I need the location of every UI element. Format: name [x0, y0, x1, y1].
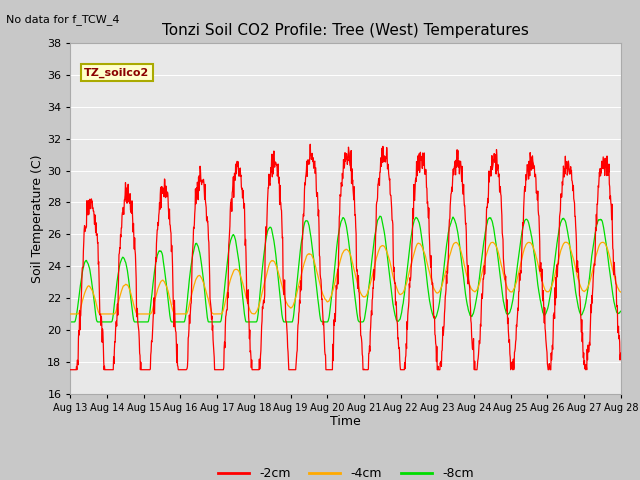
Legend: -2cm, -4cm, -8cm: -2cm, -4cm, -8cm — [212, 462, 479, 480]
X-axis label: Time: Time — [330, 415, 361, 429]
Text: No data for f_TCW_4: No data for f_TCW_4 — [6, 14, 120, 25]
Y-axis label: Soil Temperature (C): Soil Temperature (C) — [31, 154, 44, 283]
Title: Tonzi Soil CO2 Profile: Tree (West) Temperatures: Tonzi Soil CO2 Profile: Tree (West) Temp… — [162, 23, 529, 38]
Text: TZ_soilco2: TZ_soilco2 — [84, 68, 149, 78]
